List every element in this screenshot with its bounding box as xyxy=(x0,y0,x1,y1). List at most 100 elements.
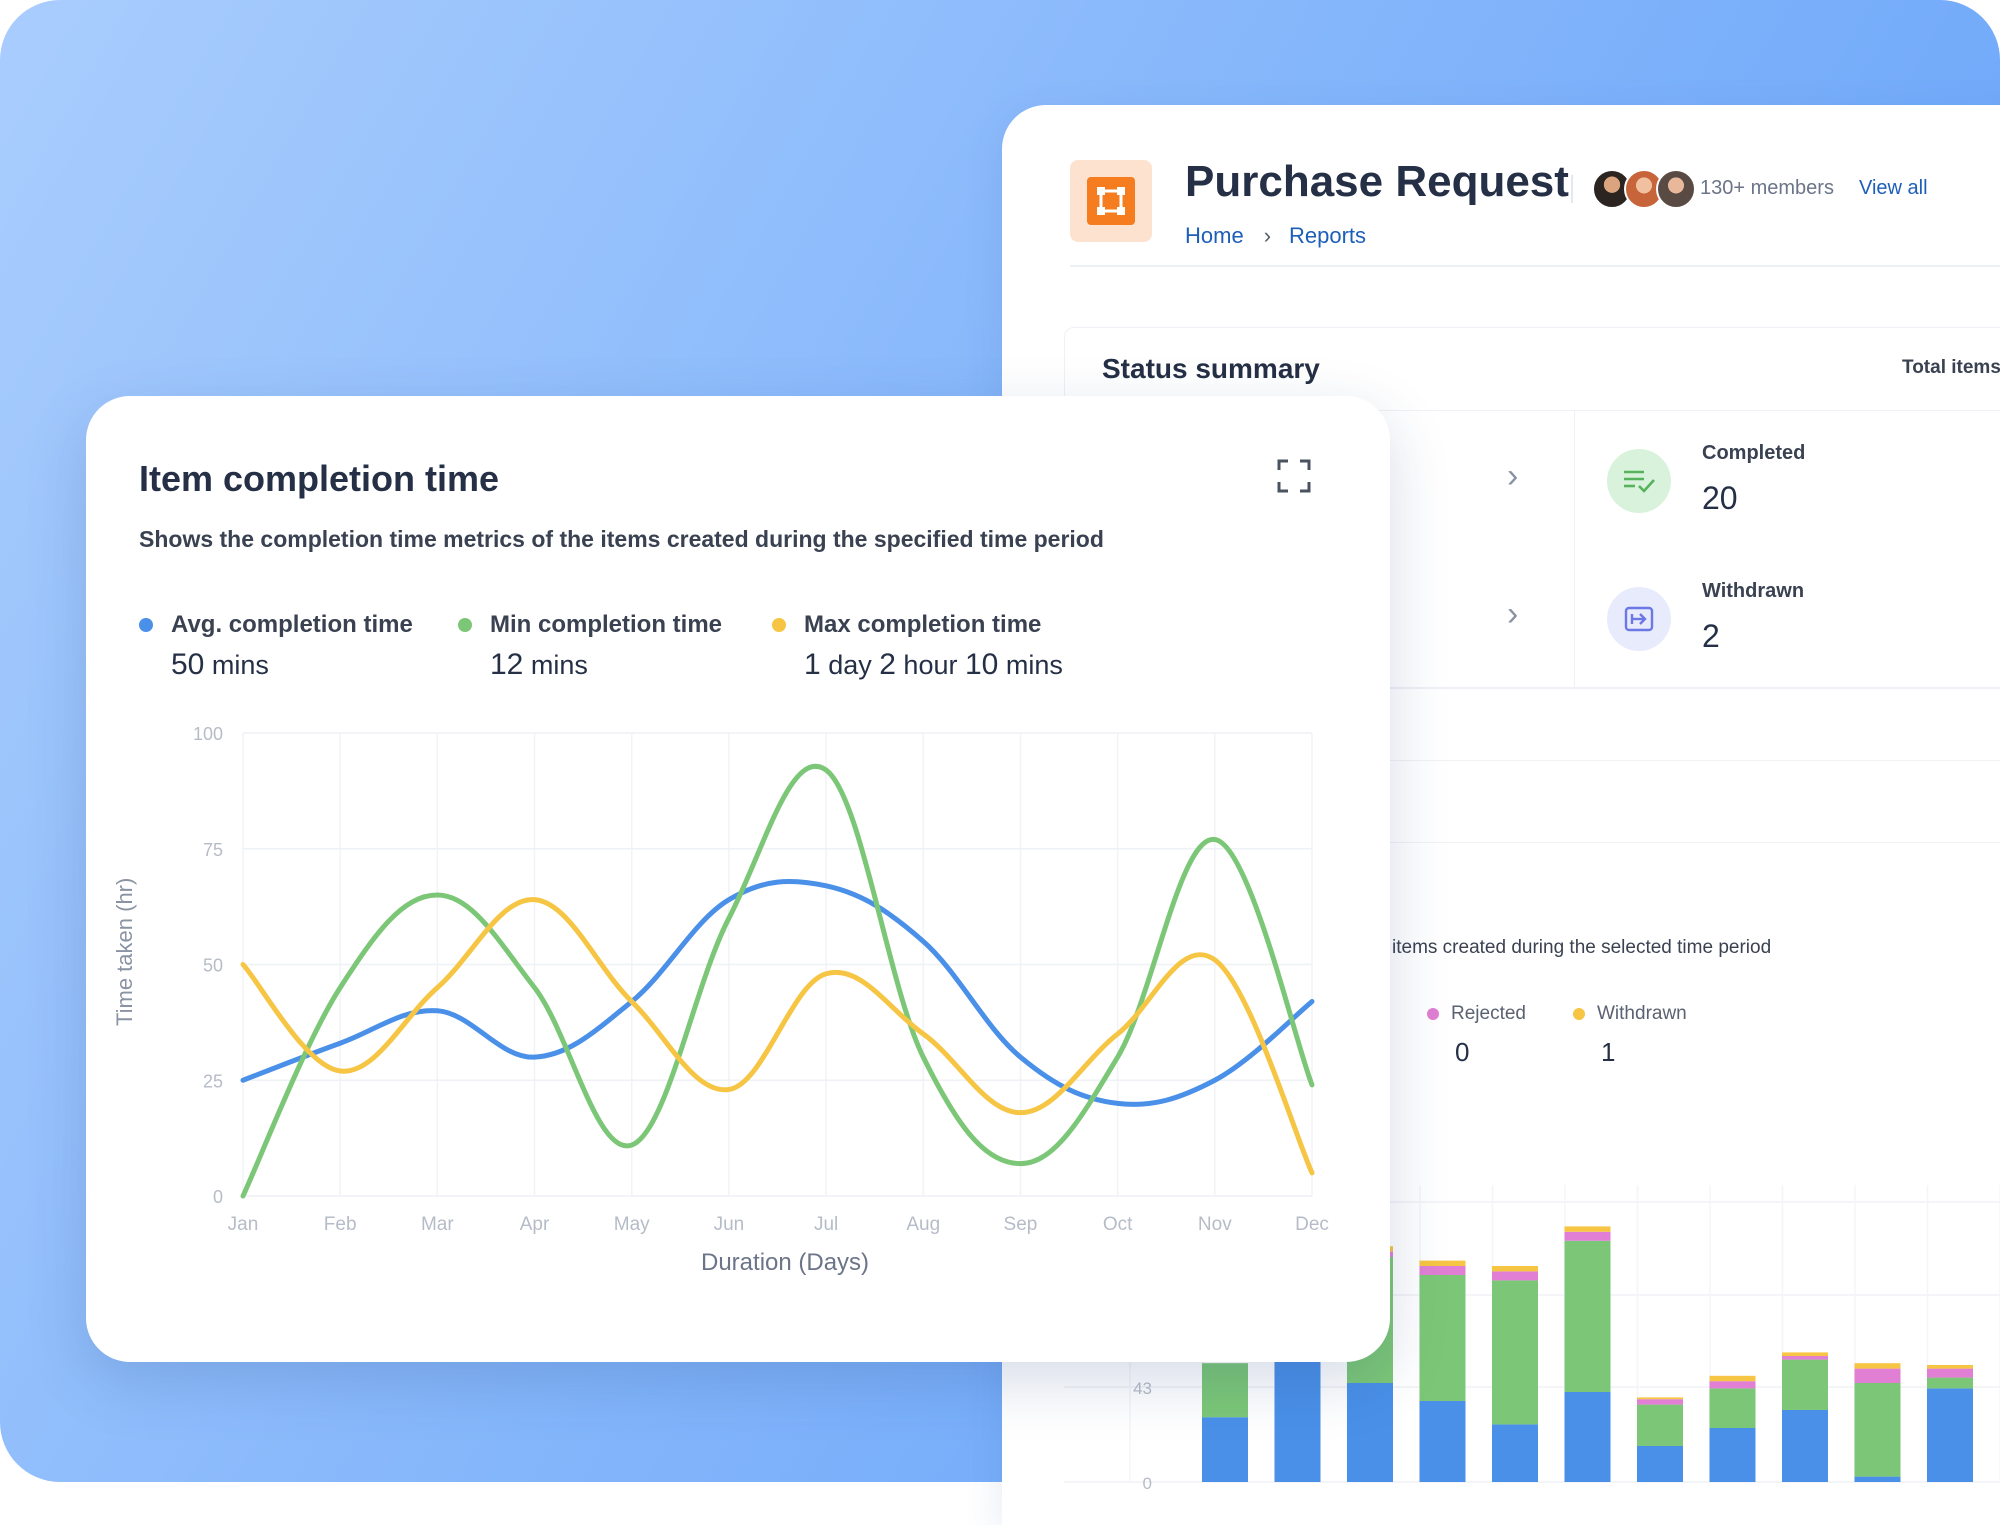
legend-avg: Avg. completion time xyxy=(139,611,413,639)
series-line xyxy=(240,878,1315,1107)
chevron-right-icon[interactable]: › xyxy=(1507,457,1519,495)
value-number: 12 xyxy=(490,648,524,681)
bar-segment xyxy=(1347,1383,1393,1482)
x-tick-label: May xyxy=(614,1214,650,1235)
breadcrumb-reports[interactable]: Reports xyxy=(1289,223,1367,248)
app-logo-icon xyxy=(1070,160,1152,242)
legend-withdrawn-value: 1 xyxy=(1601,1037,1616,1067)
legend-withdrawn-label: Withdrawn xyxy=(1597,1003,1687,1024)
bar-segment xyxy=(1782,1356,1828,1360)
legend-max-value: 1 day 2 hour 10 mins xyxy=(804,648,1063,682)
expand-icon[interactable] xyxy=(1276,458,1312,494)
bar-segment xyxy=(1854,1363,1901,1369)
bar-segment xyxy=(1419,1266,1466,1275)
y-tick-label: 75 xyxy=(203,840,223,860)
breadcrumb-home[interactable]: Home xyxy=(1185,223,1244,248)
divider xyxy=(1064,760,2000,761)
title-divider xyxy=(1571,175,1573,203)
series-line xyxy=(240,763,1315,1199)
legend-avg-label: Avg. completion time xyxy=(171,611,413,638)
legend-dot xyxy=(772,618,786,632)
legend-max-label: Max completion time xyxy=(804,611,1042,638)
total-items-label: Total items xyxy=(1902,357,2000,378)
bar-segment xyxy=(1202,1417,1248,1482)
x-tick-label: Apr xyxy=(520,1214,550,1235)
withdraw-icon xyxy=(1607,587,1671,651)
completion-time-line-chart: 0 25 50 75 100 Jan Feb Mar Apr May Jun Jul Aug Sep Oct… xyxy=(193,724,1329,1235)
bar-segment xyxy=(1419,1401,1466,1482)
bar-segment xyxy=(1492,1271,1538,1281)
legend-dot xyxy=(1427,1008,1439,1020)
bar-segment xyxy=(1782,1359,1828,1410)
bar-segment xyxy=(1637,1404,1683,1446)
value-unit: mins xyxy=(523,650,588,680)
legend-dot xyxy=(458,618,472,632)
legend-max: Max completion time xyxy=(772,611,1041,639)
bar-segment xyxy=(1637,1399,1683,1405)
legend-rejected-label: Rejected xyxy=(1451,1003,1526,1024)
bar-segment xyxy=(1927,1377,1973,1389)
value-unit: mins xyxy=(204,650,269,680)
bar-segment xyxy=(1927,1388,1973,1482)
value-unit: hour xyxy=(895,650,965,680)
x-tick-label: Mar xyxy=(421,1214,454,1235)
x-tick-label: Nov xyxy=(1198,1214,1232,1235)
legend-min: Min completion time xyxy=(458,611,722,639)
bar-segment xyxy=(1492,1424,1538,1482)
bar-segment xyxy=(1782,1352,1828,1356)
value-unit: day xyxy=(820,650,880,680)
members-count: 130+ members xyxy=(1700,177,1834,199)
value-number: 2 xyxy=(879,648,896,681)
completed-value: 20 xyxy=(1702,480,1738,516)
member-avatars[interactable] xyxy=(1592,169,1696,209)
y-tick-label: 0 xyxy=(1143,1474,1152,1493)
y-tick-label: 25 xyxy=(203,1071,223,1091)
chevron-right-icon: › xyxy=(1263,223,1272,248)
legend-withdrawn: Withdrawn xyxy=(1573,1003,1687,1025)
bar-segment xyxy=(1854,1476,1901,1482)
withdrawn-label: Withdrawn xyxy=(1702,580,1805,602)
legend-rejected: Rejected xyxy=(1427,1003,1526,1025)
x-tick-label: Aug xyxy=(906,1214,940,1235)
bar-segment xyxy=(1709,1388,1756,1428)
withdrawn-value: 2 xyxy=(1702,618,1720,654)
y-tick-label: 100 xyxy=(193,724,223,744)
value-unit: mins xyxy=(998,650,1063,680)
legend-avg-value: 50 mins xyxy=(171,648,269,682)
bar-segment xyxy=(1492,1280,1538,1425)
status-summary-title: Status summary xyxy=(1102,353,1320,384)
card-title: Item completion time xyxy=(139,458,500,499)
avatar xyxy=(1656,169,1696,209)
y-tick-label: 50 xyxy=(203,956,223,976)
bar-segment xyxy=(1709,1375,1756,1382)
value-number: 50 xyxy=(171,648,205,681)
legend-dot xyxy=(1573,1008,1585,1020)
bar-segment xyxy=(1564,1240,1611,1392)
bar-chart-subtitle: items created during the selected time p… xyxy=(1392,937,1772,958)
chevron-right-icon[interactable]: › xyxy=(1507,595,1519,633)
breadcrumb: Home › Reports xyxy=(1185,223,1366,249)
page-title: Purchase Request xyxy=(1185,157,1569,206)
y-axis-title: Time taken (hr) xyxy=(112,877,137,1026)
bar-segment xyxy=(1637,1446,1683,1482)
bar-segment xyxy=(1854,1383,1901,1477)
legend-rejected-value: 0 xyxy=(1455,1037,1470,1067)
value-number: 1 xyxy=(804,648,821,681)
header-divider xyxy=(1070,265,2000,267)
divider xyxy=(1064,410,2000,411)
bar-segment xyxy=(1927,1365,1973,1369)
legend-min-label: Min completion time xyxy=(490,611,723,638)
value-number: 10 xyxy=(964,648,999,681)
x-axis-title: Duration (Days) xyxy=(701,1249,870,1276)
item-completion-card: Item completion time Shows the completio… xyxy=(86,396,1390,1362)
bar-segment xyxy=(1854,1368,1901,1383)
bar-segment xyxy=(1709,1428,1756,1482)
bar-segment xyxy=(1709,1381,1756,1389)
y-tick-label: 43 xyxy=(1133,1379,1152,1398)
bar-segment xyxy=(1927,1368,1973,1378)
x-tick-label: Oct xyxy=(1103,1214,1133,1235)
x-tick-label: Jul xyxy=(814,1214,838,1235)
bar-segment xyxy=(1564,1231,1611,1241)
view-all-link[interactable]: View all xyxy=(1859,177,1928,199)
bar-segment xyxy=(1564,1392,1611,1482)
